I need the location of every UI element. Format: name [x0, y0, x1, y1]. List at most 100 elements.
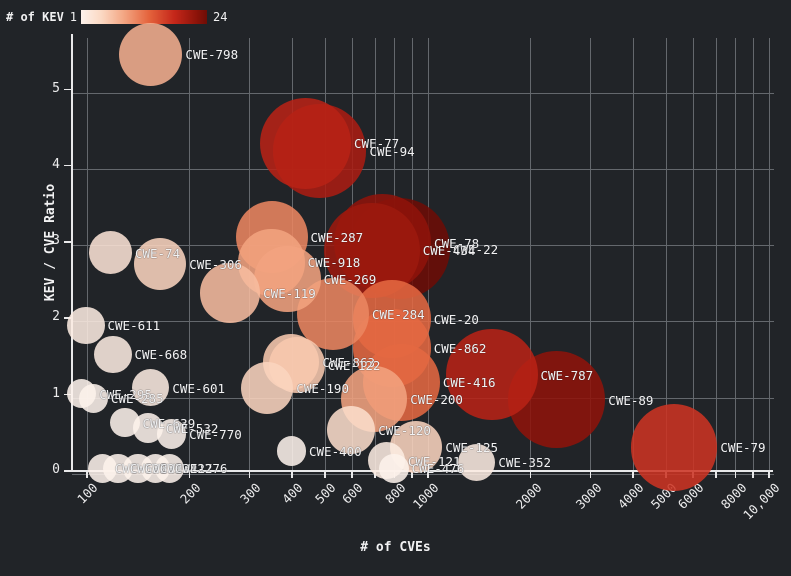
bubble-point[interactable] — [119, 22, 183, 86]
x-tick-label: 600 — [339, 480, 366, 507]
bubble-point[interactable] — [78, 383, 108, 413]
bubble-label: CWE-284 — [371, 306, 425, 322]
bubble-label: CWE-74 — [134, 245, 181, 261]
bubble-label: CWE-798 — [185, 47, 239, 63]
bubble-point[interactable] — [156, 419, 187, 449]
bubble-label: CWE-190 — [296, 381, 349, 397]
bubble-label: CWE-787 — [540, 367, 594, 383]
bubble-label: CWE-416 — [442, 375, 496, 391]
x-tick-label: 2000 — [512, 480, 545, 512]
bubble-label: CWE-476 — [411, 461, 465, 477]
x-tick-label: 4000 — [615, 480, 647, 512]
bubble-label: CWE-863 — [322, 354, 376, 370]
bubble-point[interactable] — [241, 362, 294, 415]
bubble-point[interactable] — [94, 335, 132, 373]
x-tick-mark — [411, 471, 413, 478]
legend-min-value: 1 — [69, 10, 78, 24]
gridline-vertical — [189, 38, 191, 474]
gridline-vertical — [86, 38, 88, 474]
gridline-horizontal — [72, 92, 774, 94]
bubble-point[interactable] — [254, 246, 321, 313]
bubble-label: CWE-287 — [310, 230, 364, 246]
gridline-horizontal — [72, 168, 774, 170]
bubble-label: CWE-125 — [445, 440, 498, 456]
x-tick-mark — [734, 471, 737, 478]
x-tick-label: 200 — [176, 480, 204, 507]
bubble-label: CWE-285 — [110, 391, 164, 407]
x-tick-label: 100 — [74, 480, 101, 507]
y-tick-label: 5 — [52, 80, 60, 96]
x-tick-mark — [188, 471, 191, 478]
x-tick-mark — [324, 471, 326, 478]
x-tick-label: 400 — [279, 480, 306, 507]
bubble-point[interactable] — [276, 436, 306, 466]
bubble-point[interactable] — [458, 443, 496, 481]
bubble-point[interactable] — [630, 403, 718, 491]
bubble-label: CWE-269 — [323, 272, 377, 288]
bubble-label: CWE-352 — [498, 455, 552, 471]
color-legend: # of KEV 1 24 — [6, 8, 227, 26]
bubble-point[interactable] — [132, 369, 170, 407]
bubble-label: CWE-276 — [174, 461, 228, 477]
bubble-label: CWE-522 — [114, 461, 168, 477]
gridline-vertical — [665, 38, 667, 474]
x-tick-label: 800 — [381, 480, 409, 507]
gridline-vertical — [768, 38, 770, 474]
x-tick-mark — [589, 471, 592, 478]
y-tick-mark — [64, 241, 71, 243]
bubble-label: CWE-434 — [422, 243, 476, 259]
bubble-point[interactable] — [446, 329, 538, 421]
gridline-vertical — [735, 38, 737, 474]
bubble-label: CWE-20 — [433, 311, 479, 327]
y-axis-title: KEV / CVE Ratio — [43, 183, 59, 302]
x-tick-mark — [768, 471, 770, 478]
y-tick-mark — [64, 88, 71, 90]
x-axis-title: # of CVEs — [360, 540, 431, 555]
bubble-label: CWE-295 — [99, 386, 152, 402]
x-tick-label: 10,000 — [740, 480, 783, 523]
bubble-point[interactable] — [89, 231, 132, 274]
gridline-vertical — [692, 38, 694, 474]
x-tick-mark — [632, 471, 634, 478]
bubble-label: CWE-306 — [189, 256, 242, 272]
x-tick-mark — [529, 471, 532, 478]
bubble-point[interactable] — [200, 263, 261, 323]
bubble-label: CWE-523 — [129, 461, 183, 477]
x-tick-mark — [248, 471, 251, 478]
bubble-point[interactable] — [327, 406, 376, 455]
bubble-label: CWE-611 — [107, 318, 161, 334]
bubble-label: CWE-918 — [307, 255, 361, 271]
gridline-vertical — [715, 38, 717, 474]
bubble-point[interactable] — [259, 97, 352, 190]
x-tick-mark — [291, 471, 293, 478]
bubble-point[interactable] — [379, 453, 409, 484]
bubble-label: CWE-89 — [608, 392, 654, 408]
bubble-point[interactable] — [155, 453, 185, 484]
bubble-label: CWE-120 — [378, 423, 431, 439]
y-tick-mark — [64, 164, 71, 167]
bubble-label: CWE-639 — [142, 415, 196, 431]
x-tick-mark — [351, 471, 353, 478]
bubble-label: CWE-94 — [369, 144, 415, 160]
bubble-label: CWE-79 — [720, 440, 766, 456]
y-tick-label: 1 — [52, 385, 60, 401]
gridline-vertical — [590, 38, 592, 474]
y-tick-label: 4 — [52, 156, 60, 172]
x-tick-label: 300 — [236, 480, 264, 507]
bubble-label: CWE-78 — [434, 235, 480, 251]
bubble-point[interactable] — [134, 237, 187, 291]
bubble-label: CWE-668 — [134, 347, 188, 363]
bubble-point[interactable] — [67, 306, 105, 344]
legend-max-value: 24 — [213, 10, 228, 24]
gridline-horizontal — [72, 474, 774, 475]
bubble-label: CWE-532 — [165, 421, 219, 437]
bubble-label: CWE-22 — [452, 241, 499, 257]
x-tick-label: 500 — [312, 480, 339, 507]
bubble-label: CWE-200 — [410, 392, 463, 408]
bubble-label: CWE-77 — [354, 136, 400, 152]
gridline-vertical — [632, 38, 634, 474]
x-tick-label: 1000 — [409, 480, 442, 512]
bubble-label: CWE-601 — [172, 380, 226, 396]
y-axis-line — [71, 34, 73, 472]
